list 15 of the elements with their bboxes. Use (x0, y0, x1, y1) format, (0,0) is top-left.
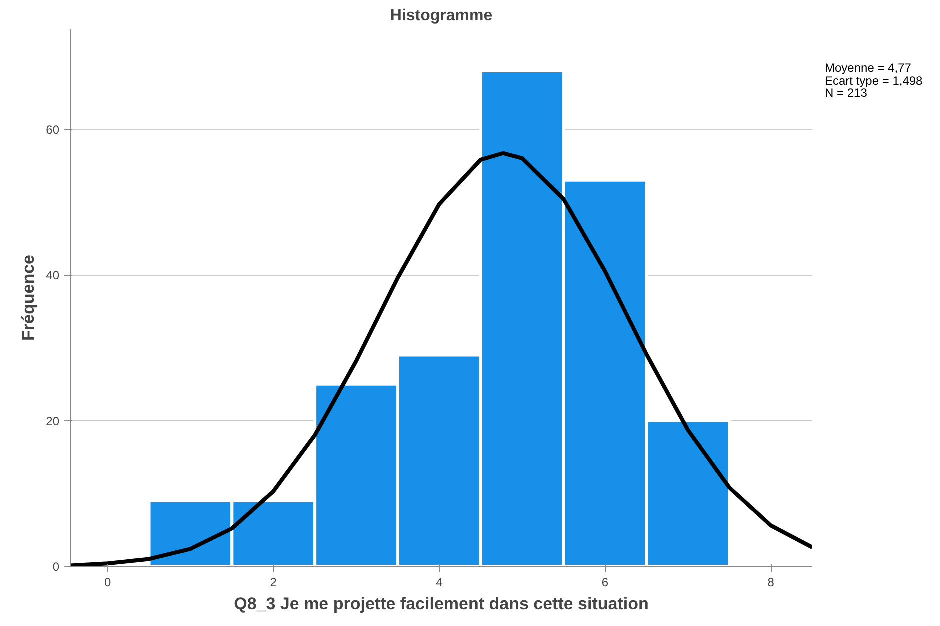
y-tick-label: 20 (46, 414, 60, 428)
y-tick-label: 40 (46, 268, 60, 283)
y-tick-label: 0 (52, 560, 60, 574)
y-tick-label: 60 (46, 122, 60, 137)
x-tick-label: 2 (270, 576, 278, 590)
text: Moyenne = 4,77 (825, 61, 912, 75)
x-tick-label: 8 (768, 576, 775, 590)
x-tick-label: 0 (104, 576, 112, 590)
text: Ecart type = 1,498 (825, 74, 923, 88)
x-axis-title: Q8_3 Je me projette facilement dans cette situation (234, 594, 649, 614)
x-tick-label: 4 (436, 576, 444, 590)
y-axis-title: Fréquence (19, 255, 38, 341)
chart-title: Histogramme (390, 8, 493, 24)
x-tick-label: 6 (602, 576, 609, 590)
text: N = 213 (825, 86, 868, 100)
